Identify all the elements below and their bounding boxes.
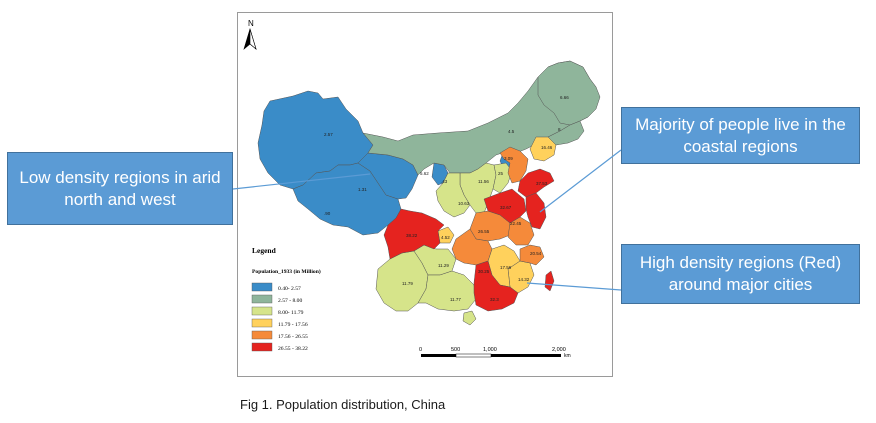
scale-bar-seg-2 — [455, 353, 492, 358]
region-label: 5.62 — [420, 171, 429, 176]
scale-unit: km — [564, 353, 571, 359]
legend-label: 2.57 - 8.00 — [278, 298, 302, 304]
region-guangxi — [417, 270, 477, 312]
region-henan — [483, 188, 527, 224]
legend-swatch — [251, 306, 273, 316]
legend-swatch — [251, 282, 273, 292]
region-label: 4.5 — [508, 129, 515, 134]
region-label: 16.46 — [541, 145, 553, 150]
legend-label: 11.79 - 17.56 — [278, 322, 308, 328]
region-label: 26.55 — [478, 229, 490, 234]
scale-bar-seg-3 — [491, 354, 561, 357]
region-label: 25 — [498, 171, 504, 176]
region-label: 32.3 — [490, 297, 499, 302]
scale-bar-seg-1 — [421, 354, 456, 357]
region-label: 2.57 — [324, 132, 333, 137]
region-label: 11.79 — [402, 281, 413, 286]
region-taiwan — [544, 270, 555, 292]
legend-label: 26.55 - 38.22 — [278, 346, 308, 352]
legend-label: 8.00- 11.79 — [278, 310, 304, 316]
legend-swatch — [251, 294, 273, 304]
legend-items: 0.40- 2.57 2.57 - 8.00 8.00- 11.79 11.79 - … — [251, 282, 308, 352]
scale-tick: 1,000 — [483, 347, 497, 353]
region-label: 11.77 — [450, 297, 461, 302]
region-label: 37.53 — [536, 181, 548, 186]
region-label: 14.32 — [518, 277, 530, 282]
region-label: 1.31 — [358, 187, 367, 192]
region-jilin — [547, 120, 585, 146]
legend-title: Legend — [252, 246, 277, 255]
callout-high-density: High density regions (Red) around major … — [621, 244, 860, 304]
scale-bar: 0 500 1,000 2,000 km — [419, 347, 571, 359]
region-label: .43 — [441, 179, 448, 184]
china-population-map: N — [243, 19, 601, 359]
region-guangdong — [473, 260, 519, 312]
region-label: 10.63 — [458, 201, 470, 206]
legend-label: 0.40- 2.57 — [278, 286, 301, 292]
region-label: .90 — [324, 211, 331, 216]
scale-tick: 0 — [419, 347, 422, 353]
region-anhui — [507, 216, 535, 246]
region-label: 8 — [558, 127, 561, 132]
region-label: 38.22 — [406, 233, 418, 238]
region-label: 30.25 — [478, 269, 490, 274]
region-label: 20.54 — [530, 251, 542, 256]
region-label: 6.66 — [560, 95, 569, 100]
region-hainan — [462, 310, 477, 326]
region-shanxi-hebei — [492, 162, 513, 194]
legend-swatch — [251, 330, 273, 340]
callout-coastal: Majority of people live in the coastal r… — [621, 107, 860, 164]
map-frame: N — [237, 12, 613, 377]
region-label: 22.45 — [510, 221, 522, 226]
region-value-labels: 2.57 1.31 .90 5.62 4.5 6.66 8 16.46 25 1… — [324, 95, 569, 302]
callout-low-density: Low density regions in arid north and we… — [7, 152, 233, 225]
region-label: 4.52 — [441, 235, 450, 240]
region-sichuan — [383, 208, 445, 260]
region-label: 11.29 — [438, 263, 449, 268]
legend-swatch — [251, 342, 273, 352]
region-label: 17.56 — [500, 265, 512, 270]
north-arrow-half-icon — [249, 28, 257, 50]
region-label: 32.67 — [500, 205, 512, 210]
region-heilongjiang — [537, 60, 601, 126]
region-zhejiang — [519, 244, 545, 266]
region-label: 11.56 — [478, 179, 489, 184]
figure-caption: Fig 1. Population distribution, China — [240, 397, 446, 412]
legend-swatch — [251, 318, 273, 328]
legend-subtitle: Population_1933 (in Million) — [252, 268, 321, 275]
scale-tick: 2,000 — [552, 347, 566, 353]
north-arrow-label: N — [248, 19, 254, 28]
scale-tick: 500 — [451, 347, 460, 353]
region-label: 3.09 — [504, 156, 513, 161]
legend-label: 17.56 - 26.55 — [278, 334, 308, 340]
region-gansu-south — [435, 172, 471, 218]
